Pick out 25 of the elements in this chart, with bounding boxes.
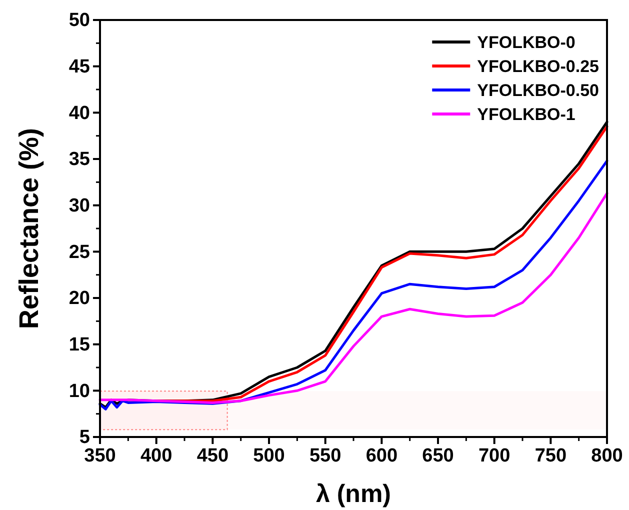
x-tick-label: 450 xyxy=(196,445,229,466)
x-tick-label: 750 xyxy=(534,445,567,466)
y-tick-label: 50 xyxy=(68,10,90,32)
y-tick-label: 35 xyxy=(68,149,90,170)
y-tick-label: 45 xyxy=(68,56,90,78)
x-tick-label: 600 xyxy=(366,445,398,466)
legend-label: YFOLKBO-0 xyxy=(477,33,576,52)
line-series xyxy=(98,192,608,404)
legend-label: YFOLKBO-0.50 xyxy=(477,81,599,100)
y-tick-label: 30 xyxy=(68,195,90,216)
x-tick-label: 500 xyxy=(253,445,285,466)
y-tick-label: 25 xyxy=(68,242,90,263)
x-tick-label: 700 xyxy=(478,445,510,466)
y-tick-label: 10 xyxy=(68,380,90,402)
y-axis-title: Reflectance (%) xyxy=(14,128,44,330)
x-tick-label: 400 xyxy=(140,445,172,466)
x-tick-label: 650 xyxy=(422,445,454,466)
legend-label: YFOLKBO-1 xyxy=(477,105,576,124)
x-tick-label: 550 xyxy=(309,445,342,466)
y-tick-label: 20 xyxy=(68,288,90,310)
y-tick-label: 40 xyxy=(68,102,90,124)
x-axis-title: λ (nm) xyxy=(316,480,391,508)
legend-label: YFOLKBO-0.25 xyxy=(477,57,599,76)
y-tick-label: 15 xyxy=(68,334,90,356)
x-tick-label: 800 xyxy=(591,445,623,466)
